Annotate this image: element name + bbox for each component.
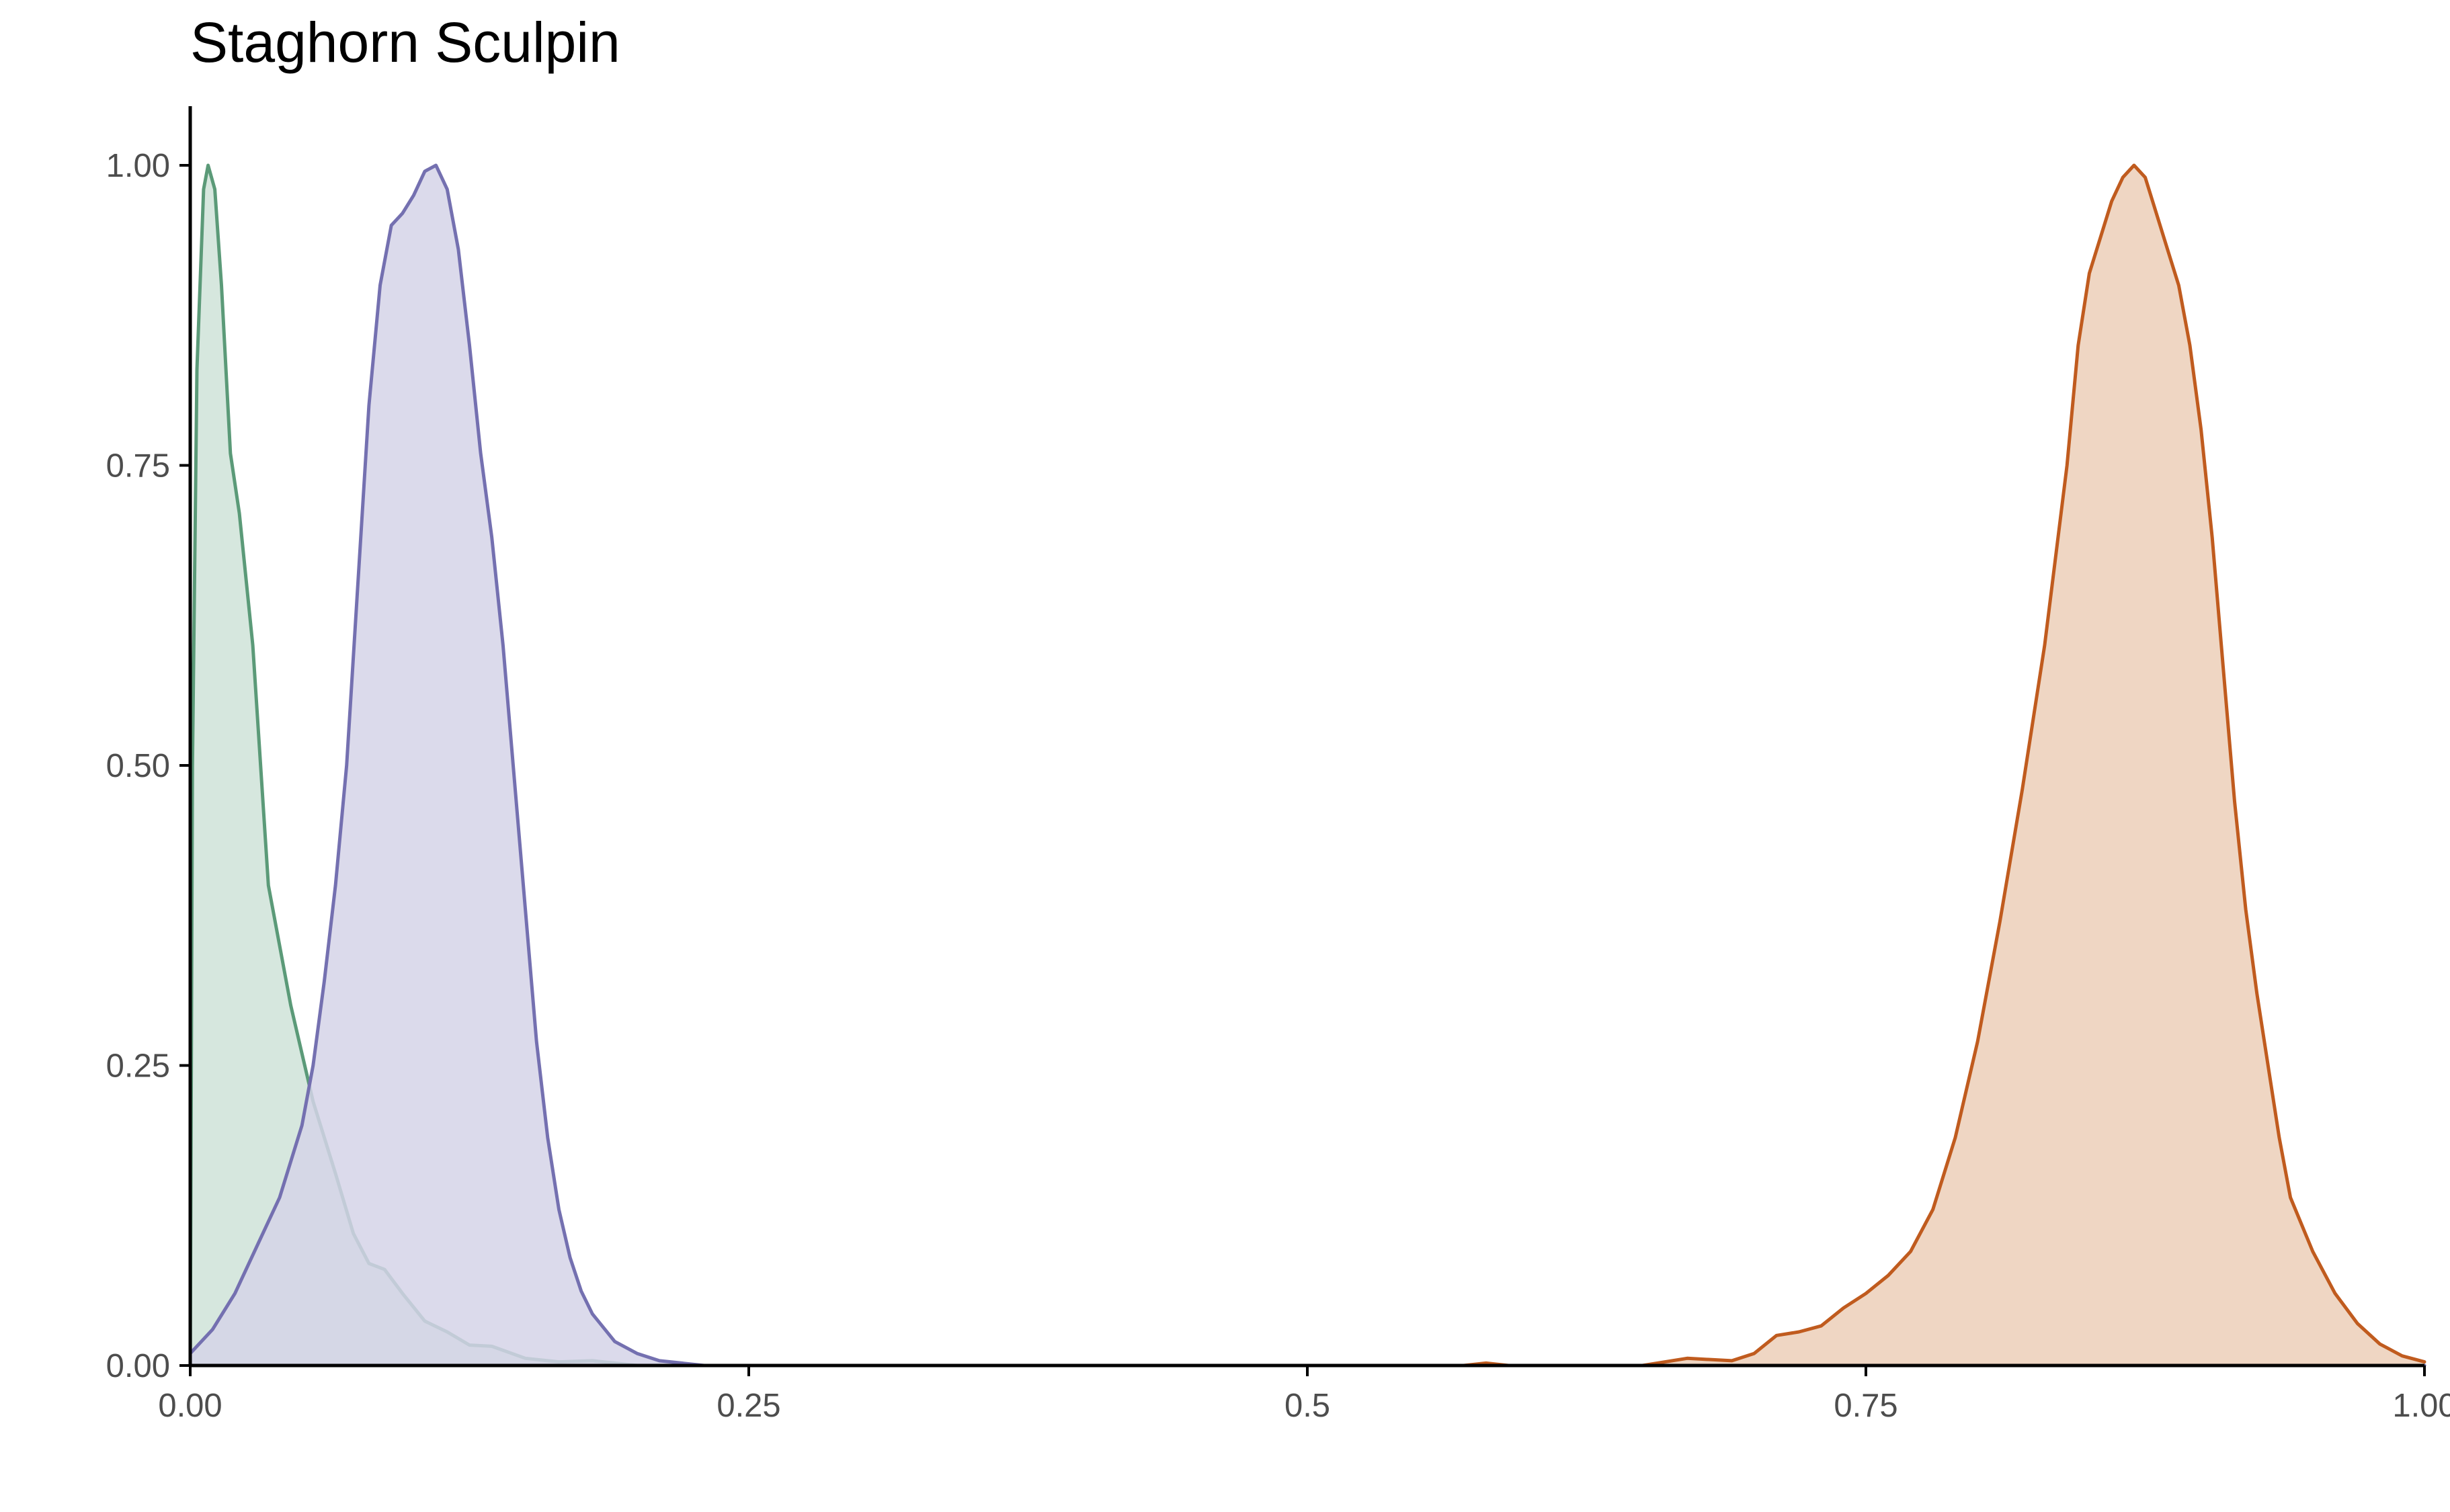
series-2-area [190,165,2424,1366]
x-tick-label: 0.00 [158,1388,222,1424]
x-tick-label: 0.5 [1284,1388,1330,1424]
chart-title: Staghorn Sculpin [190,11,620,74]
series-2-line [188,163,2426,1368]
y-tick-label: 0.00 [106,1348,170,1384]
y-tick-label: 0.75 [106,448,170,485]
series-3-area [190,165,2424,1366]
y-tick-label: 1.00 [106,148,170,184]
series-3-line [188,163,2426,1368]
y-tick-label: 0.25 [106,1048,170,1085]
series-layer [188,163,2426,1368]
x-axis-ticks: 0.00 0.25 0.5 0.75 1.00 [158,1366,2450,1424]
y-tick-label: 0.50 [106,748,170,784]
x-tick-label: 1.00 [2392,1388,2450,1424]
y-axis-ticks: 0.00 0.25 0.50 0.75 1.00 [106,148,190,1384]
x-tick-label: 0.25 [717,1388,780,1424]
x-tick-label: 0.75 [1834,1388,1897,1424]
